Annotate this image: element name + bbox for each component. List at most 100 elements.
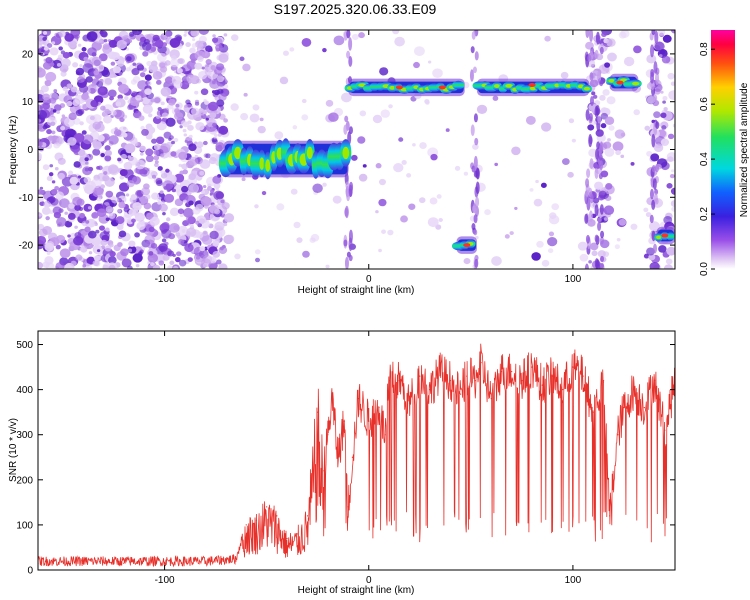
noise-blob (120, 248, 129, 257)
noise-blob (102, 70, 110, 78)
noise-blob (568, 118, 575, 124)
noise-blob (81, 130, 87, 135)
noise-blob (595, 31, 600, 45)
noise-blob (254, 249, 261, 255)
noise-blob (261, 191, 267, 196)
noise-blob (96, 208, 107, 217)
noise-blob (195, 40, 204, 49)
noise-blob (651, 133, 656, 148)
noise-blob (157, 166, 163, 171)
band-peak (395, 85, 403, 90)
noise-blob (156, 121, 167, 131)
spectrogram-y-label: Frequency (Hz) (8, 116, 19, 185)
noise-blob (649, 188, 654, 200)
noise-blob (118, 182, 130, 192)
y-tick-label: 400 (16, 385, 33, 396)
noise-blob (53, 89, 58, 93)
noise-blob (85, 220, 90, 224)
noise-blob (650, 71, 655, 84)
noise-blob (38, 212, 43, 217)
noise-blob (118, 83, 129, 94)
noise-blob (99, 30, 104, 35)
noise-blob (653, 193, 658, 204)
noise-blob (57, 157, 66, 165)
colorbar-tick-label: 0.8 (699, 42, 710, 56)
noise-blob (589, 72, 594, 81)
noise-blob (601, 32, 607, 38)
noise-blob (40, 85, 49, 93)
noise-blob (652, 178, 657, 190)
x-tick-label: 0 (366, 274, 372, 285)
noise-blob (102, 104, 114, 115)
noise-blob (188, 183, 199, 194)
noise-blob (328, 112, 339, 122)
snr-point (378, 407, 380, 409)
noise-blob (145, 148, 154, 156)
noise-blob (160, 170, 165, 174)
noise-blob (46, 175, 53, 182)
snr-point (408, 402, 411, 404)
noise-blob (38, 124, 43, 130)
noise-blob (81, 47, 87, 52)
noise-blob (585, 30, 590, 39)
noise-blob (125, 67, 131, 72)
noise-blob (87, 206, 92, 210)
noise-blob (375, 210, 379, 214)
noise-blob (104, 145, 111, 151)
snr-point (500, 370, 503, 373)
noise-blob (398, 137, 404, 142)
snr-point (602, 380, 605, 382)
snr-point (664, 429, 666, 431)
noise-blob (381, 229, 386, 234)
noise-blob (484, 209, 491, 216)
noise-blob (259, 117, 264, 122)
noise-blob (589, 193, 594, 204)
noise-blob (646, 150, 653, 157)
snr-point (531, 366, 533, 368)
noise-blob (598, 190, 607, 199)
noise-blob (657, 30, 666, 36)
noise-blob (66, 101, 73, 107)
noise-blob (55, 191, 64, 200)
snr-y-label: SNR (10 * v/v) (8, 418, 19, 482)
snr-point (323, 470, 325, 472)
colorbar-ticks: 0.0 0.2 0.4 0.6 0.8 (699, 42, 715, 276)
noise-blob (618, 218, 627, 226)
snr-point (286, 537, 288, 540)
noise-blob (96, 249, 101, 253)
noise-blob (73, 161, 81, 168)
noise-blob (651, 164, 656, 173)
noise-blob (38, 66, 43, 73)
y-tick-label: 500 (16, 340, 33, 351)
noise-blob (68, 170, 74, 176)
noise-blob (60, 71, 67, 77)
noise-blob (218, 263, 228, 269)
noise-blob (469, 69, 474, 82)
noise-blob (215, 187, 219, 191)
noise-blob (586, 168, 591, 179)
noise-blob (345, 181, 350, 190)
noise-blob (599, 46, 604, 55)
x-tick-label: -100 (155, 274, 175, 285)
noise-blob (276, 203, 285, 211)
noise-blob (162, 254, 170, 261)
noise-blob (653, 94, 658, 102)
noise-blob (665, 258, 673, 265)
spectrogram-x-label: Height of straight line (km) (298, 285, 415, 296)
noise-blob (589, 242, 599, 251)
noise-blob (194, 101, 200, 106)
noise-blob (209, 79, 221, 90)
noise-blob (358, 173, 368, 182)
noise-blob (599, 79, 604, 87)
noise-blob (476, 104, 488, 115)
noise-blob (659, 49, 666, 55)
noise-blob (600, 230, 605, 239)
noise-blob (137, 142, 142, 146)
snr-point (384, 434, 386, 436)
noise-blob (599, 236, 604, 245)
noise-blob (84, 226, 91, 233)
noise-blob (597, 250, 606, 258)
noise-blob (472, 66, 477, 74)
noise-blob (105, 190, 114, 198)
noise-blob (153, 144, 161, 151)
